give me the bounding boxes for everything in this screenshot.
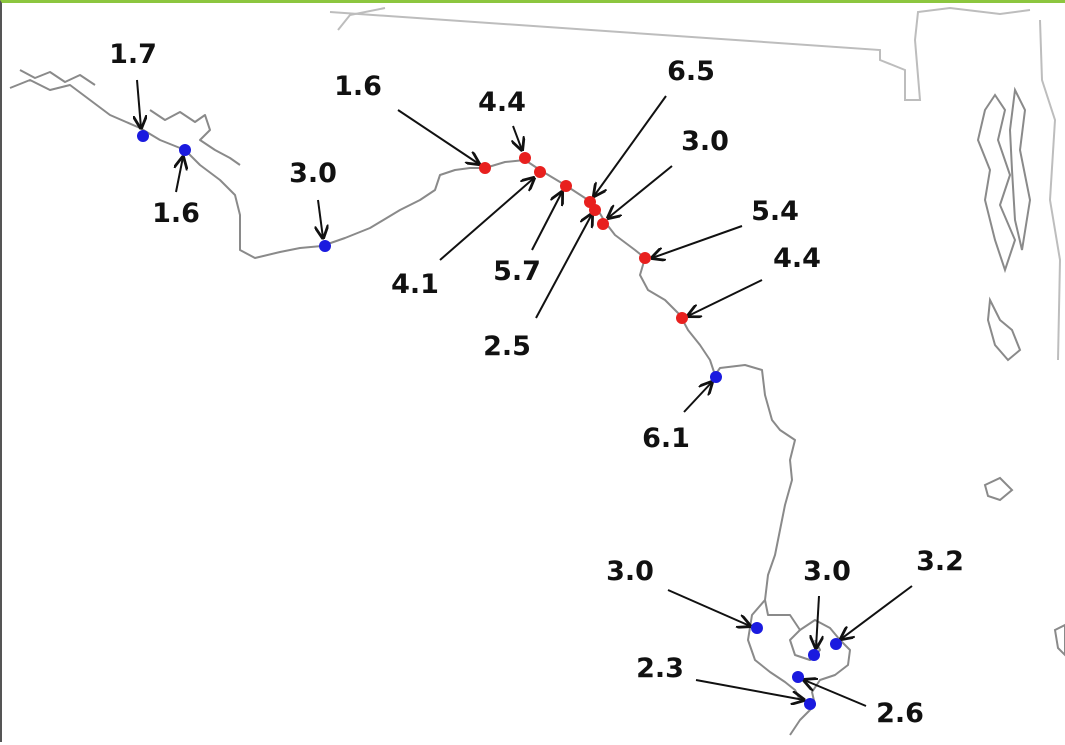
- west-coastline: [9, 79, 716, 376]
- value-label-m7: 5.7: [493, 256, 541, 287]
- small-island-outline: [983, 476, 1014, 502]
- marker-blue-m2[interactable]: [179, 144, 191, 156]
- arrow-m4: [397, 109, 479, 164]
- value-label-m9: 2.5: [483, 331, 531, 362]
- marker-red-m5[interactable]: [519, 152, 531, 164]
- value-label-m11: 5.4: [751, 196, 799, 227]
- value-label-m17: 2.6: [876, 698, 924, 729]
- value-label-m2: 1.6: [152, 198, 200, 229]
- arrow-m7: [531, 192, 562, 251]
- value-label-m12: 4.4: [773, 243, 821, 274]
- markers-layer: [137, 130, 842, 710]
- value-label-m3: 3.0: [289, 158, 337, 189]
- upper-border-line: [337, 7, 386, 31]
- marker-blue-m14[interactable]: [751, 622, 763, 634]
- value-label-m5: 4.4: [478, 87, 526, 118]
- marker-blue-m15[interactable]: [808, 649, 820, 661]
- east-features: [976, 86, 1065, 657]
- arrow-m17: [804, 680, 867, 707]
- arrow-m5: [513, 125, 522, 150]
- marker-blue-m13[interactable]: [710, 371, 722, 383]
- northern-border-line: [329, 6, 1031, 101]
- marker-blue-m1[interactable]: [137, 130, 149, 142]
- bay-outline: [149, 109, 241, 166]
- value-label-m10: 3.0: [681, 126, 729, 157]
- value-label-m8: 6.5: [667, 56, 715, 87]
- east-border-line: [1039, 19, 1062, 361]
- upper-west-inlet: [19, 69, 96, 86]
- arrow-m11: [652, 225, 743, 258]
- marker-red-m6[interactable]: [534, 166, 546, 178]
- value-label-m15: 3.0: [803, 556, 851, 587]
- marker-red-m4[interactable]: [479, 162, 491, 174]
- arrow-m13: [683, 382, 712, 413]
- marker-blue-m16[interactable]: [830, 638, 842, 650]
- marker-blue-m18[interactable]: [804, 698, 816, 710]
- marker-red-m10[interactable]: [597, 218, 609, 230]
- east-coast-outline-1: [976, 93, 1017, 274]
- value-label-m14: 3.0: [606, 556, 654, 587]
- labels-layer: 1.7 1.6 3.0 1.6 4.4 4.1 5.7 6.5 2.5 3.0 5.4 4.4 6.1 3…: [109, 39, 964, 729]
- arrow-m1: [137, 79, 141, 128]
- edge-island-outline: [1053, 623, 1065, 657]
- border-lines: [329, 6, 1062, 361]
- marker-red-m7[interactable]: [560, 180, 572, 192]
- arrow-m3: [318, 199, 323, 238]
- marker-red-m9[interactable]: [589, 204, 601, 216]
- east-island-outline: [986, 296, 1022, 362]
- value-label-m18: 2.3: [636, 653, 684, 684]
- arrow-m8: [594, 95, 667, 196]
- marker-blue-m17[interactable]: [792, 671, 804, 683]
- arrow-m6: [439, 178, 534, 261]
- marker-red-m12[interactable]: [676, 312, 688, 324]
- arrow-m15: [816, 595, 819, 648]
- arrow-m16: [841, 585, 913, 639]
- arrow-m9: [535, 214, 592, 319]
- arrow-m14: [667, 589, 750, 626]
- arrow-m10: [608, 165, 673, 218]
- arrow-m18: [695, 679, 804, 700]
- value-label-m6: 4.1: [391, 269, 439, 300]
- value-label-m13: 6.1: [642, 423, 690, 454]
- value-label-m16: 3.2: [916, 546, 964, 577]
- marker-blue-m3[interactable]: [319, 240, 331, 252]
- arrows-layer: [137, 79, 913, 707]
- coastline: [9, 69, 851, 736]
- marker-red-m11[interactable]: [639, 252, 651, 264]
- east-coast-outline-2: [1008, 86, 1032, 251]
- arrow-m12: [688, 279, 763, 316]
- value-label-m4: 1.6: [334, 71, 382, 102]
- value-label-m1: 1.7: [109, 39, 157, 70]
- arrow-m2: [176, 157, 183, 193]
